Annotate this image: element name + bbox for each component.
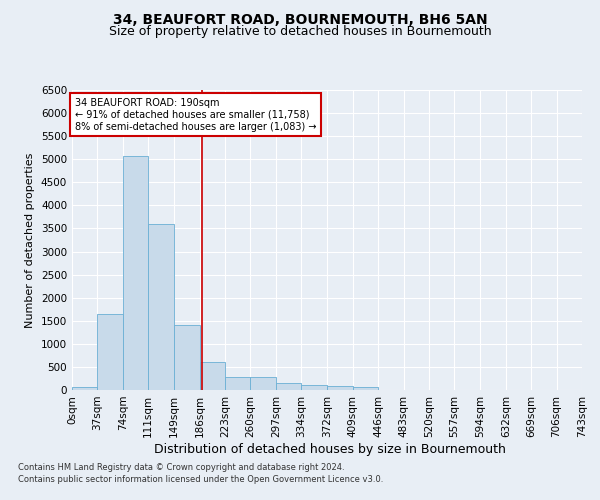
Bar: [301, 384, 328, 390]
Text: Distribution of detached houses by size in Bournemouth: Distribution of detached houses by size …: [154, 442, 506, 456]
Bar: [200, 362, 225, 390]
Bar: [225, 376, 250, 390]
Text: Size of property relative to detached houses in Bournemouth: Size of property relative to detached ho…: [109, 25, 491, 38]
Text: Contains HM Land Registry data © Crown copyright and database right 2024.: Contains HM Land Registry data © Crown c…: [18, 464, 344, 472]
Bar: [72, 387, 97, 390]
Text: 34, BEAUFORT ROAD, BOURNEMOUTH, BH6 5AN: 34, BEAUFORT ROAD, BOURNEMOUTH, BH6 5AN: [113, 12, 487, 26]
Bar: [276, 383, 301, 390]
Bar: [97, 314, 123, 390]
Text: Contains public sector information licensed under the Open Government Licence v3: Contains public sector information licen…: [18, 474, 383, 484]
Y-axis label: Number of detached properties: Number of detached properties: [25, 152, 35, 328]
Bar: [353, 388, 378, 390]
Bar: [123, 156, 148, 390]
Bar: [328, 386, 353, 390]
Bar: [148, 224, 174, 390]
Bar: [250, 376, 276, 390]
Bar: [174, 326, 200, 390]
Text: 34 BEAUFORT ROAD: 190sqm
← 91% of detached houses are smaller (11,758)
8% of sem: 34 BEAUFORT ROAD: 190sqm ← 91% of detach…: [75, 98, 316, 132]
